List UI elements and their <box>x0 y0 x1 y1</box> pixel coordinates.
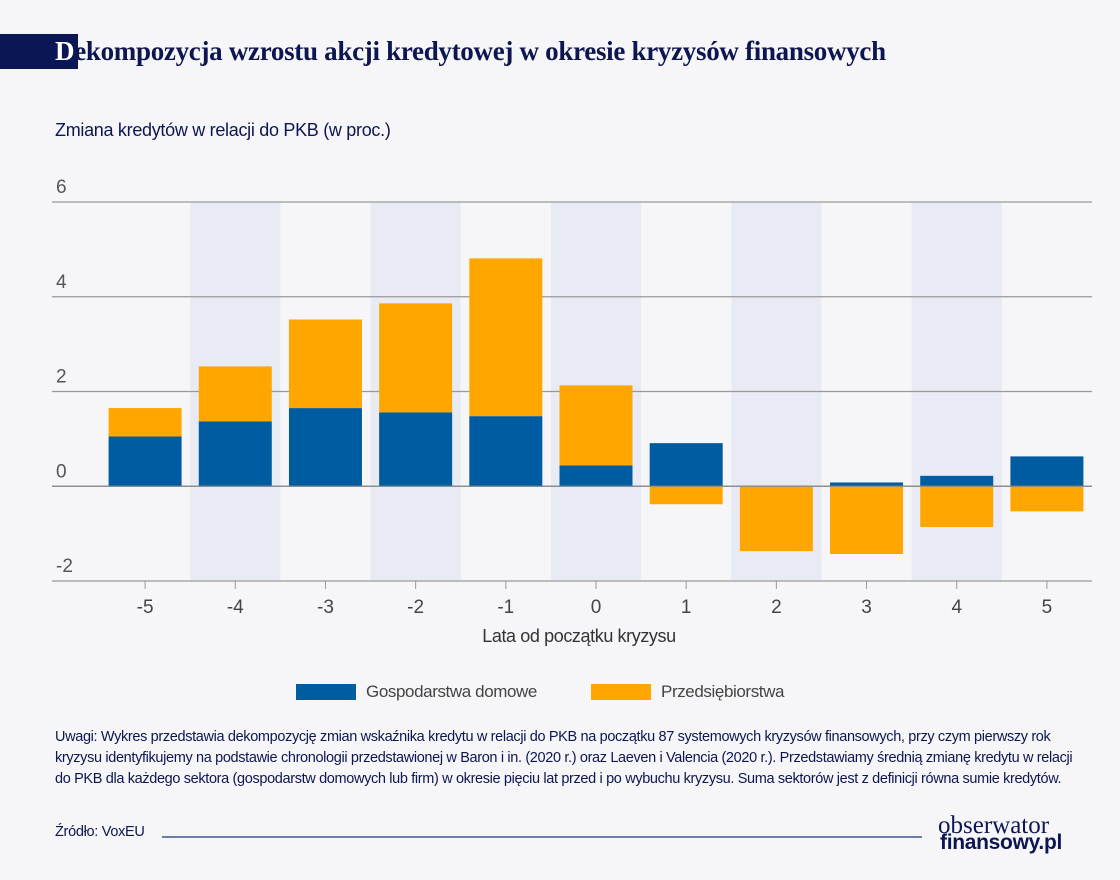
bar-households <box>108 436 182 487</box>
x-tick-label: 1 <box>681 597 692 618</box>
bar-households <box>198 421 272 487</box>
chart-notes: Uwagi: Wykres przedstawia dekompozycję z… <box>55 729 1073 787</box>
legend-swatch-households <box>296 684 356 700</box>
bar-enterprises <box>559 385 633 466</box>
source-divider <box>162 836 922 838</box>
x-tick-label: -1 <box>497 597 514 618</box>
bar-enterprises <box>920 486 994 527</box>
bar-households <box>920 475 994 487</box>
x-tick-label: -5 <box>137 597 154 618</box>
publisher-logo: obserwator finansowy.pl <box>938 813 1062 853</box>
title-text: ekompozycja wzrostu akcji kredytowej w o… <box>74 36 886 66</box>
bar-enterprises <box>469 258 543 417</box>
bar-households <box>649 443 723 487</box>
title-accent-bar <box>0 34 78 69</box>
y-tick-label: 2 <box>56 367 67 388</box>
chart-subtitle: Zmiana kredytów w relacji do PKB (w proc… <box>55 120 391 140</box>
x-tick-label: 4 <box>951 597 962 618</box>
bar-households <box>288 408 362 487</box>
bar-enterprises <box>830 486 904 554</box>
bar-enterprises <box>649 486 723 505</box>
y-tick-label: -2 <box>56 556 73 577</box>
legend-label-households: Gospodarstwa domowe <box>366 682 537 701</box>
x-tick-label: 0 <box>591 597 602 618</box>
bar-enterprises <box>739 486 813 552</box>
x-tick-label: -2 <box>407 597 424 618</box>
y-tick-label: 6 <box>56 177 67 198</box>
bar-households <box>379 412 453 487</box>
x-tick-label: -4 <box>227 597 244 618</box>
x-tick-label: -3 <box>317 597 334 618</box>
bar-households <box>469 416 543 487</box>
bar-households <box>830 482 904 487</box>
bar-enterprises <box>108 408 182 437</box>
title-first-letter: D <box>55 36 75 66</box>
bar-households <box>1010 456 1084 487</box>
bar-enterprises <box>198 366 272 422</box>
bar-enterprises <box>379 303 453 413</box>
x-tick-label: 5 <box>1042 597 1053 618</box>
bar-enterprises <box>288 319 362 409</box>
source-label: Źródło: VoxEU <box>55 824 145 840</box>
y-tick-label: 0 <box>56 461 67 482</box>
x-axis-label: Lata od początku kryzysu <box>482 626 676 646</box>
x-tick-label: 3 <box>861 597 872 618</box>
legend-item-households: Gospodarstwa domowe <box>296 682 537 702</box>
legend-swatch-enterprises <box>591 684 651 700</box>
logo-line-1: obserwator <box>938 812 1050 839</box>
x-tick-label: 2 <box>771 597 782 618</box>
y-tick-label: 4 <box>56 272 67 293</box>
page-title: Dekompozycja wzrostu akcji kredytowej w … <box>55 34 886 69</box>
bar-households <box>559 465 633 487</box>
legend: Gospodarstwa domowe Przedsiębiorstwa <box>296 682 838 702</box>
legend-item-enterprises: Przedsiębiorstwa <box>591 682 784 702</box>
legend-label-enterprises: Przedsiębiorstwa <box>661 682 785 701</box>
bar-enterprises <box>1010 486 1084 512</box>
logo-line-2: finansowy.pl <box>940 831 1063 854</box>
